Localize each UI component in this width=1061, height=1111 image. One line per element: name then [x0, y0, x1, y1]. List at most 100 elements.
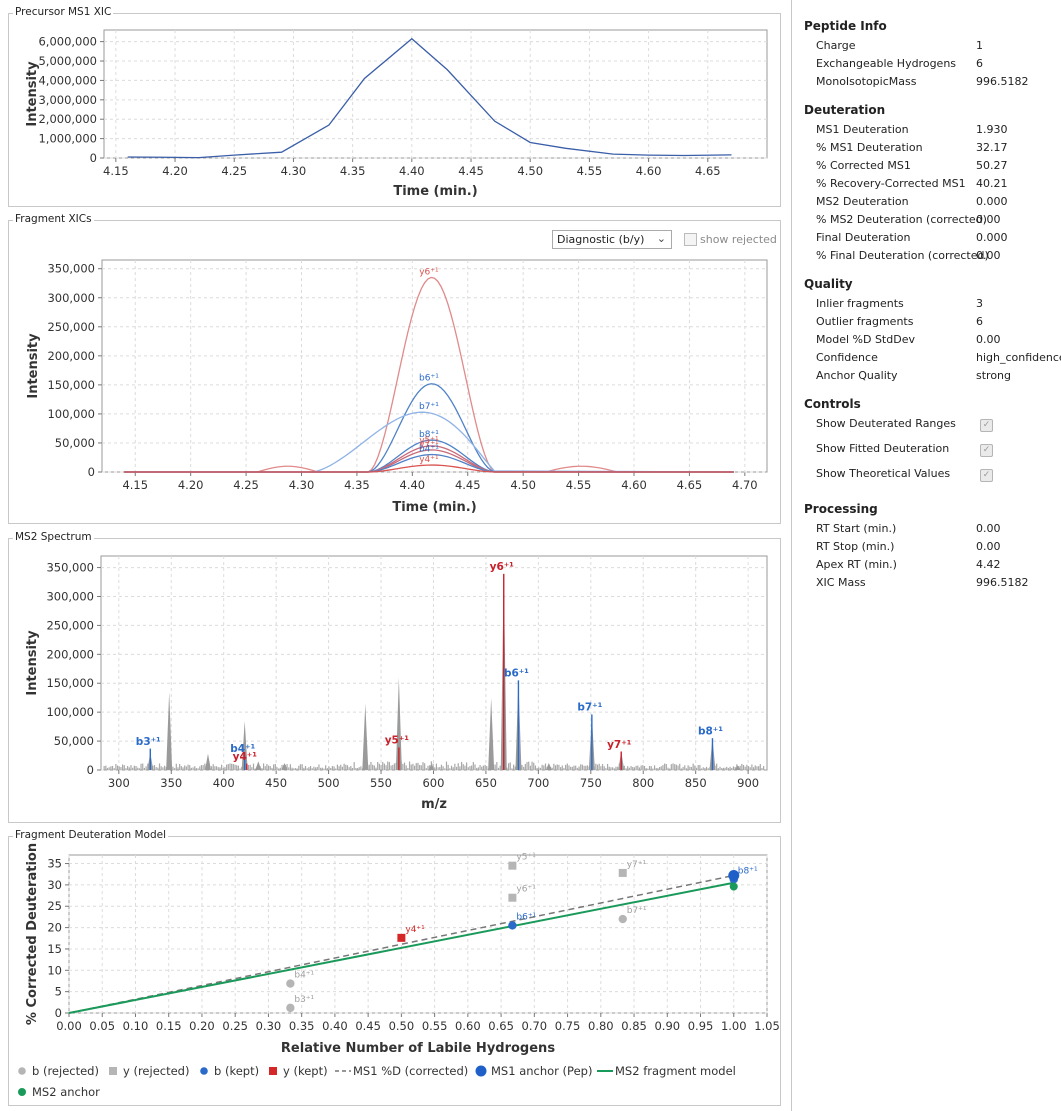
y-axis-label: Intensity [26, 333, 41, 399]
property-value: 50.27 [976, 159, 1008, 172]
property-value: 996.5182 [976, 75, 1029, 88]
x-tick-label: 0.30 [256, 1019, 282, 1033]
x-tick-label: 4.45 [455, 478, 481, 492]
x-tick-label: 0.00 [56, 1019, 82, 1033]
x-tick-label: 4.70 [732, 478, 758, 492]
fragment-trace-label: y4⁺¹ [419, 455, 439, 465]
property-value: 0.000 [976, 195, 1008, 208]
xic-trace-line [127, 37, 732, 159]
property-label: Model %D StdDev [816, 333, 915, 346]
y-tick-label: 2,000,000 [38, 112, 97, 126]
y-tick-label: 200,000 [46, 647, 94, 661]
control-checkbox[interactable]: ✓ [980, 444, 993, 457]
x-tick-label: 0.95 [688, 1019, 714, 1033]
ms1-deuteration-line [68, 874, 734, 1014]
plot-area [68, 854, 768, 1014]
x-tick-label: 4.40 [400, 478, 426, 492]
section-title: Quality [804, 277, 853, 291]
chevron-down-icon: ⌄ [656, 232, 666, 245]
x-tick-label: 350 [160, 776, 182, 790]
y-tick-label: 250,000 [46, 618, 94, 632]
y-tick-label: 300,000 [47, 291, 95, 305]
x-tick-label: 4.30 [281, 164, 307, 178]
y-tick-label: 250,000 [47, 320, 95, 334]
spectrum-peak [281, 763, 288, 770]
y-tick-label: 4,000,000 [38, 73, 97, 87]
fragment-point-label: y6⁺¹ [516, 885, 536, 895]
peak-annotation: b7⁺¹ [577, 702, 602, 714]
fragment-type-select-value: Diagnostic (b/y) [557, 233, 645, 246]
legend-marker [269, 1067, 277, 1075]
x-tick-label: 4.55 [566, 478, 592, 492]
plot-area [103, 29, 768, 159]
peak-annotation: y4⁺¹ [233, 751, 258, 763]
x-axis-label: Time (min.) [393, 184, 477, 199]
show-rejected-checkbox[interactable] [684, 233, 697, 246]
legend-label: y (rejected) [123, 1064, 189, 1078]
section-title: Deuteration [804, 103, 886, 117]
ms2-anchor-point [729, 882, 738, 891]
property-label: Exchangeable Hydrogens [816, 57, 957, 70]
x-axis-label: m/z [421, 797, 447, 812]
x-tick-label: 750 [580, 776, 602, 790]
fragment-trace-label: y5⁺¹ [419, 436, 439, 446]
fragment-trace-line [124, 276, 734, 473]
x-tick-label: 650 [475, 776, 497, 790]
legend-label: MS1 anchor (Pep) [491, 1064, 592, 1078]
x-tick-label: 0.45 [355, 1019, 381, 1033]
x-tick-label: 4.60 [621, 478, 647, 492]
x-tick-label: 450 [265, 776, 287, 790]
y-tick-label: 0 [88, 465, 95, 479]
spectrum-peak [734, 765, 741, 770]
control-label: Show Theoretical Values [816, 467, 951, 480]
peak-annotation: y6⁺¹ [490, 561, 515, 573]
property-value: 32.17 [976, 141, 1008, 154]
property-value: 0.00 [976, 540, 1001, 553]
fragment-trace-label: y7⁺¹ [419, 440, 439, 450]
x-tick-label: 1.00 [721, 1019, 747, 1033]
control-label: Show Fitted Deuteration [816, 442, 950, 455]
x-tick-label: 0.80 [588, 1019, 614, 1033]
legend-marker [18, 1088, 26, 1096]
control-checkbox[interactable]: ✓ [980, 419, 993, 432]
x-tick-label: 4.50 [510, 478, 536, 492]
y-tick-label: 0 [87, 763, 94, 777]
property-label: % MS1 Deuteration [816, 141, 923, 154]
x-tick-label: 0.75 [555, 1019, 581, 1033]
fragment-xic-panel-title: Fragment XICs [13, 213, 94, 225]
fragment-point-label: b6⁺¹ [516, 912, 536, 922]
property-value: 6 [976, 57, 983, 70]
y-tick-label: 150,000 [47, 378, 95, 392]
property-value: 3 [976, 297, 983, 310]
property-value: 996.5182 [976, 576, 1029, 589]
y-tick-label: 15 [47, 942, 62, 956]
x-tick-label: 0.05 [89, 1019, 115, 1033]
control-checkbox[interactable]: ✓ [980, 469, 993, 482]
spectrum-peak [362, 703, 369, 770]
y-axis-label: Intensity [25, 61, 40, 127]
peak-annotation: y7⁺¹ [607, 739, 632, 751]
section-title: Peptide Info [804, 19, 887, 33]
spectrum-peak [241, 720, 248, 770]
y-tick-label: 100,000 [47, 407, 95, 421]
y-axis-label: Intensity [25, 630, 40, 696]
section-title: Controls [804, 397, 861, 411]
legend-marker [200, 1067, 208, 1075]
property-label: Inlier fragments [816, 297, 904, 310]
x-tick-label: 800 [632, 776, 654, 790]
x-tick-label: 0.20 [189, 1019, 215, 1033]
x-tick-label: 700 [527, 776, 549, 790]
y-tick-label: 0 [90, 151, 97, 165]
b-fragment-point [286, 979, 295, 988]
b-fragment-point [508, 921, 517, 930]
fragment-type-select[interactable]: Diagnostic (b/y) ⌄ [552, 230, 672, 249]
fragment-trace-label: y6⁺¹ [419, 267, 439, 277]
fragment-trace-line [124, 449, 734, 473]
x-tick-label: 4.65 [677, 478, 703, 492]
fragment-trace-line [124, 411, 734, 473]
fragment-trace-label: b8⁺¹ [419, 430, 439, 440]
y-axis-label: % Corrected Deuteration [25, 843, 40, 1025]
property-label: MS2 Deuteration [816, 195, 909, 208]
x-tick-label: 0.55 [422, 1019, 448, 1033]
show-rejected-label: show rejected [700, 233, 777, 246]
